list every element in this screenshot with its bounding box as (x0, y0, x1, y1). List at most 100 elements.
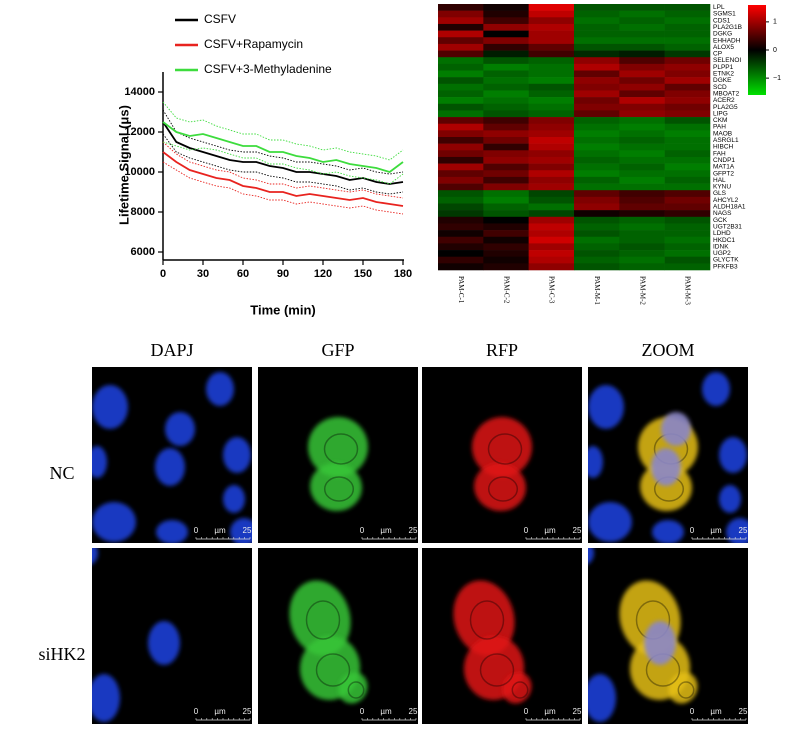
row-label: GFPT2 (713, 170, 734, 177)
row-label: MAT1A (713, 164, 735, 171)
heatmap-cell (528, 263, 575, 271)
micrograph: 0 µm 25 (422, 548, 582, 724)
heatmap-cell (438, 30, 484, 38)
heatmap-cell (438, 190, 484, 198)
heatmap-cell (483, 43, 529, 51)
error-band-upper (162, 101, 404, 161)
heatmap-cell (528, 190, 575, 198)
column-label: PAM-M-1 (593, 276, 601, 305)
row-label: LPL (713, 4, 725, 11)
heatmap-cell (438, 4, 484, 11)
scale-bar-label: 0 (524, 707, 529, 716)
row-label: ACER2 (713, 97, 735, 104)
heatmap-cell (574, 176, 620, 184)
heatmap-cell (438, 77, 484, 85)
heatmap-cell (483, 103, 529, 111)
scale-bar-label: 0 (194, 526, 199, 535)
heatmap-cell (664, 236, 711, 244)
row-label: DGKG (713, 31, 732, 38)
heatmap-cell (528, 63, 575, 71)
heatmap-cell (438, 236, 484, 244)
heatmap-cell (619, 97, 665, 105)
heatmap-cell (438, 123, 484, 131)
heatmap-cell (619, 163, 665, 171)
heatmap-cell (438, 150, 484, 158)
scale-bar-label: 25 (409, 707, 418, 716)
scale-bar-label: 0 (360, 707, 365, 716)
heatmap-cell (619, 176, 665, 184)
error-band-upper (162, 141, 404, 199)
heatmap-cell (438, 256, 484, 264)
heatmap-cell (528, 236, 575, 244)
heatmap-cell (619, 123, 665, 131)
y-axis-label: Lifetime Signal (μs) (116, 105, 131, 225)
row-label: DGKE (713, 77, 732, 84)
heatmap-cell (528, 83, 575, 91)
heatmap-cell (664, 223, 711, 231)
heatmap-cell (438, 57, 484, 65)
heatmap-cell (664, 256, 711, 264)
heatmap-cell (438, 183, 484, 191)
heatmap-cell (619, 30, 665, 38)
heatmap-cell (574, 263, 620, 271)
scale-bar-label: µm (710, 707, 722, 716)
heatmap-cell (574, 10, 620, 18)
heatmap-cell (619, 170, 665, 178)
y-tick-label: 8000 (131, 206, 155, 218)
row-label: SELENOI (713, 57, 741, 64)
heatmap-cell (438, 50, 484, 58)
y-tick-label: 10000 (124, 166, 155, 178)
heatmap-cell (438, 137, 484, 144)
row-header: siHK2 (38, 644, 85, 664)
scale-bar-label: 0 (690, 707, 695, 716)
heatmap-cell (664, 130, 711, 138)
heatmap-cell (574, 110, 620, 118)
heatmap-cell (528, 170, 575, 178)
heatmap-cell (483, 17, 529, 25)
heatmap-cell (528, 203, 575, 211)
heatmap-cell (438, 43, 484, 51)
heatmap-cell (574, 77, 620, 85)
row-label: CNDP1 (713, 157, 735, 164)
heatmap-cell (528, 230, 575, 238)
heatmap-cell (483, 57, 529, 65)
heatmap-cell (528, 150, 575, 158)
scale-bar-label: µm (214, 526, 226, 535)
heatmap-cell (619, 17, 665, 25)
heatmap-cell (483, 236, 529, 244)
heatmap-cell (574, 150, 620, 158)
row-label: PLA2G1B (713, 24, 742, 31)
heatmap-cell (574, 183, 620, 191)
heatmap-cell (528, 30, 575, 38)
scale-bar-label: 25 (573, 707, 582, 716)
heatmap-cell (528, 10, 575, 18)
column-label: PAM-M-3 (684, 276, 692, 305)
heatmap-cell (574, 117, 620, 124)
heatmap-cell (574, 216, 620, 224)
row-label: LIPG (713, 110, 728, 117)
legend-label: CSFV+3-Methyladenine (204, 62, 332, 76)
heatmap-cell (619, 263, 665, 271)
heatmap-cell (574, 163, 620, 171)
error-band-lower (162, 141, 404, 185)
heatmap-cell (619, 130, 665, 138)
heatmap-cell (574, 123, 620, 131)
scale-bar-label: 25 (573, 526, 582, 535)
heatmap-cell (664, 37, 711, 45)
heatmap-cell (664, 250, 711, 257)
heatmap-cell (619, 57, 665, 65)
x-axis-label: Time (min) (250, 302, 316, 317)
column-label: PAM-C-1 (457, 276, 465, 304)
heatmap-cell (574, 137, 620, 144)
heatmap-cell (664, 170, 711, 178)
scale-bar-label: µm (544, 707, 556, 716)
series-line (162, 121, 404, 185)
scale-bar-label: 25 (739, 707, 748, 716)
heatmap-cell (483, 117, 529, 124)
heatmap-cell (528, 210, 575, 218)
scale-bar-label: 25 (409, 526, 418, 535)
row-label: HAL (713, 177, 726, 184)
heatmap-cell (483, 130, 529, 138)
color-bar-tick-label: 0 (773, 47, 777, 54)
heatmap-cell (483, 50, 529, 58)
